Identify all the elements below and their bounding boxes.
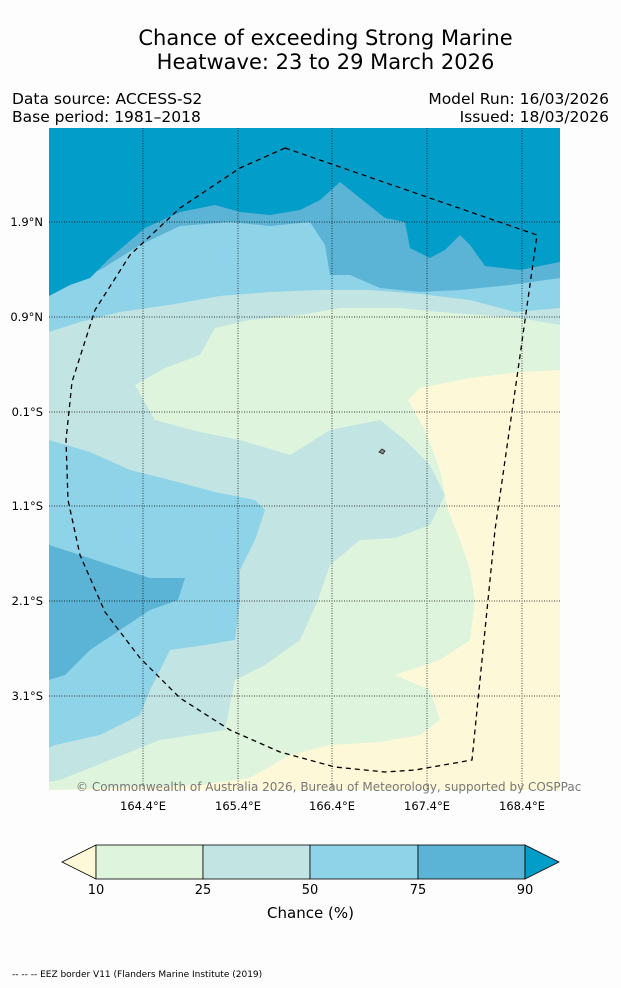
contour-layers [49,128,560,790]
colorbar-tick: 75 [409,883,427,898]
lon-tick-label: 166.4°E [309,799,355,813]
colorbar-tick: 25 [194,883,212,898]
colorbar-bin-10-25 [95,844,204,880]
data-info: Data source: ACCESS-S2 Base period: 1981… [12,90,202,126]
colorbar-low-extension [61,844,97,880]
colorbar-tick: 50 [301,883,319,898]
base-period: Base period: 1981–2018 [12,108,201,126]
lon-tick-label: 168.4°E [499,799,545,813]
map-gridlines [49,128,560,790]
lat-tick-label: 3.1°S [11,689,43,703]
colorbar-tick: 10 [87,883,105,898]
lat-tick-label: 1.1°S [11,499,43,513]
lat-tick-label: 0.1°S [11,405,43,419]
issued-date: Issued: 18/03/2026 [459,108,609,126]
colorbar-bin-25-50 [202,844,311,880]
colorbar [61,844,560,880]
map-title: Chance of exceeding Strong Marine Heatwa… [0,26,621,74]
colorbar-high-extension [524,844,560,880]
contour-above-90 [49,128,560,296]
lat-tick-label: 1.9°N [10,215,43,229]
lon-tick-label: 164.4°E [120,799,166,813]
island-marker [378,448,386,455]
title-line-2: Heatwave: 23 to 29 March 2026 [156,50,495,74]
lat-tick-label: 0.9°N [10,310,43,324]
contour-75-90 [49,128,560,680]
data-source: Data source: ACCESS-S2 [12,90,203,108]
colorbar-bin-50-75 [309,844,419,880]
colorbar-bin-75-90 [417,844,526,880]
lat-tick-label: 2.1°S [11,594,43,608]
lon-tick-label: 165.4°E [215,799,261,813]
colorbar-tick: 90 [516,883,534,898]
lon-tick-label: 167.4°E [404,799,450,813]
colorbar-label: Chance (%) [267,904,354,922]
title-line-1: Chance of exceeding Strong Marine [138,26,513,50]
run-info: Model Run: 16/03/2026 Issued: 18/03/2026 [428,90,609,126]
copyright-notice: © Commonwealth of Australia 2026, Bureau… [76,780,582,794]
model-run: Model Run: 16/03/2026 [428,90,609,108]
footnote-eez-source: -- -- -- EEZ border V11 (Flanders Marine… [12,970,263,980]
